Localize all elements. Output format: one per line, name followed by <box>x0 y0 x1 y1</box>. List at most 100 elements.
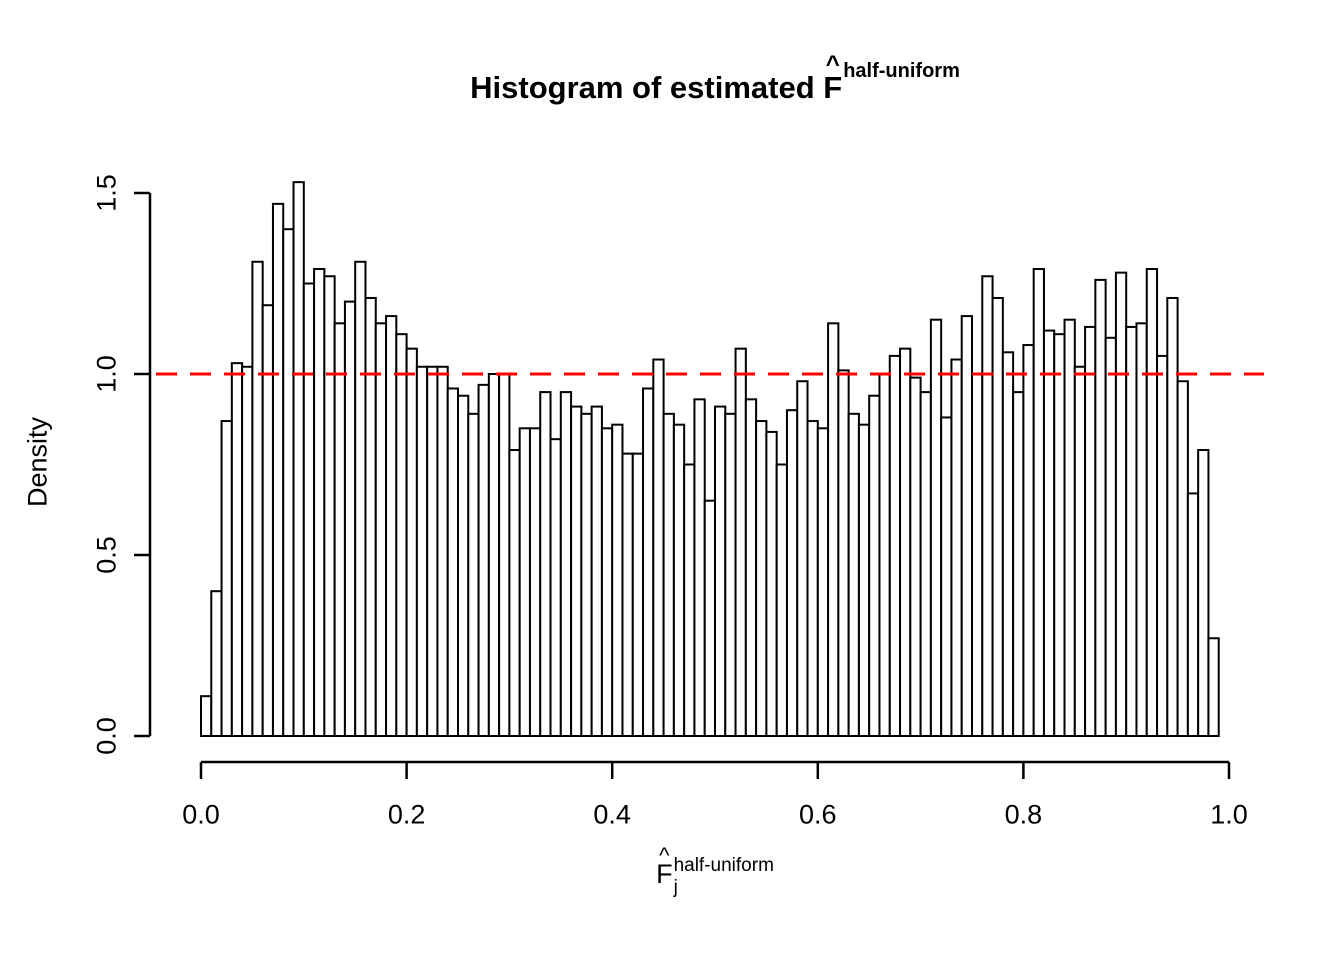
histogram-bar <box>724 412 737 737</box>
x-axis-title-superscript: half-uniform <box>673 855 774 876</box>
histogram-bar <box>857 423 871 737</box>
histogram-bar <box>467 412 480 737</box>
histogram-bar <box>837 369 850 737</box>
histogram-bar <box>385 315 398 737</box>
histogram-bar <box>405 347 418 737</box>
histogram-bar <box>899 347 912 737</box>
histogram-bar <box>302 282 316 737</box>
histogram-bar <box>621 452 634 737</box>
histogram-bar <box>1073 365 1087 737</box>
histogram-bar <box>508 449 521 737</box>
histogram-bar <box>888 354 902 737</box>
histogram-bar <box>919 391 932 737</box>
histogram-bar <box>261 304 274 737</box>
histogram-bar <box>1042 329 1056 737</box>
histogram-bar <box>971 373 984 737</box>
histogram-bar <box>426 365 439 737</box>
histogram-bar <box>364 296 377 737</box>
histogram-bar <box>395 333 408 737</box>
histogram-bar <box>1001 351 1015 737</box>
histogram-bar <box>580 412 593 737</box>
histogram-bar <box>1084 325 1097 737</box>
histogram-bar <box>230 362 244 737</box>
histogram-bar <box>374 322 388 737</box>
histogram-bar <box>539 391 552 737</box>
histogram-bar <box>518 427 531 737</box>
histogram-bar <box>785 409 799 737</box>
histogram-bar <box>1012 391 1025 737</box>
histogram-bar <box>1053 333 1066 737</box>
histogram-bar <box>415 365 429 737</box>
histogram-bar <box>631 452 645 737</box>
x-axis-title-scripts: half-uniform j <box>674 856 774 897</box>
histogram-bar <box>477 383 490 737</box>
histogram-bar <box>1186 492 1200 737</box>
histogram-bar <box>590 405 603 737</box>
hat-accent: ^ <box>659 842 670 868</box>
chart-title-text: Histogram of estimated <box>470 70 824 105</box>
histogram-bar <box>1104 336 1117 737</box>
histogram-bar <box>343 300 357 737</box>
histogram-bar <box>292 181 305 737</box>
x-tick-label: 0.4 <box>593 799 631 830</box>
y-tick-label: 0.5 <box>91 536 122 574</box>
histogram-bar <box>600 427 614 737</box>
histogram-bar <box>929 318 943 737</box>
histogram-bar <box>950 358 963 737</box>
histogram-bar <box>611 423 624 737</box>
histogram-bar <box>765 430 778 737</box>
histogram-bar <box>652 358 665 737</box>
histogram-bar <box>806 420 819 737</box>
histogram-bar <box>210 590 223 738</box>
x-axis-title-subscript: j <box>673 877 678 898</box>
histogram-bar <box>1094 278 1107 737</box>
histogram-bar <box>775 463 788 737</box>
histogram-bar <box>1125 325 1138 737</box>
histogram-bar <box>220 420 233 737</box>
histogram-bar <box>672 423 686 737</box>
histogram-bar <box>960 315 973 737</box>
histogram-bar <box>487 373 501 737</box>
chart-title: Histogram of estimated F ^ half-uniform <box>201 51 1229 106</box>
histogram-bar <box>662 412 675 737</box>
x-tick-label: 0.8 <box>1004 799 1043 830</box>
histogram-bar <box>868 394 881 737</box>
y-tick-label: 1.5 <box>91 174 122 212</box>
histogram-bar <box>313 268 326 737</box>
x-axis-title-fhat: F ^ <box>656 842 673 889</box>
histogram-bar <box>703 499 716 738</box>
y-tick-label: 0.0 <box>91 717 122 755</box>
histogram-bar <box>827 322 840 737</box>
histogram-bar <box>1145 268 1159 737</box>
histogram-bar <box>528 427 542 737</box>
histogram-bar <box>498 373 511 737</box>
chart-title-fhat: F ^ <box>823 51 843 106</box>
histogram-bar <box>570 405 583 737</box>
histogram-bar <box>693 398 706 737</box>
histogram-bar <box>1156 354 1169 737</box>
histogram-bar <box>549 438 562 737</box>
histogram-bar <box>446 387 460 737</box>
histogram-bar <box>1166 296 1179 737</box>
y-axis-title: Density <box>22 416 53 508</box>
histogram-bar <box>683 463 696 737</box>
histogram-bar <box>1197 449 1210 737</box>
histogram-bar <box>559 391 573 737</box>
histogram-bar <box>816 427 830 737</box>
histogram-bar <box>1207 637 1220 738</box>
histogram-bar <box>714 405 727 737</box>
histogram-bar <box>1063 318 1076 737</box>
histogram-bar <box>436 365 449 737</box>
histogram-bar <box>755 420 768 737</box>
histogram-bar <box>323 275 336 737</box>
histogram-bar <box>878 373 891 737</box>
chart-title-superscript: half-uniform <box>843 60 960 82</box>
histogram-bar <box>909 376 922 737</box>
x-tick-label: 1.0 <box>1210 799 1248 830</box>
histogram-bar <box>642 387 655 737</box>
hat-accent: ^ <box>825 51 840 78</box>
histogram-bar <box>457 394 470 737</box>
histogram-bar <box>981 275 994 737</box>
